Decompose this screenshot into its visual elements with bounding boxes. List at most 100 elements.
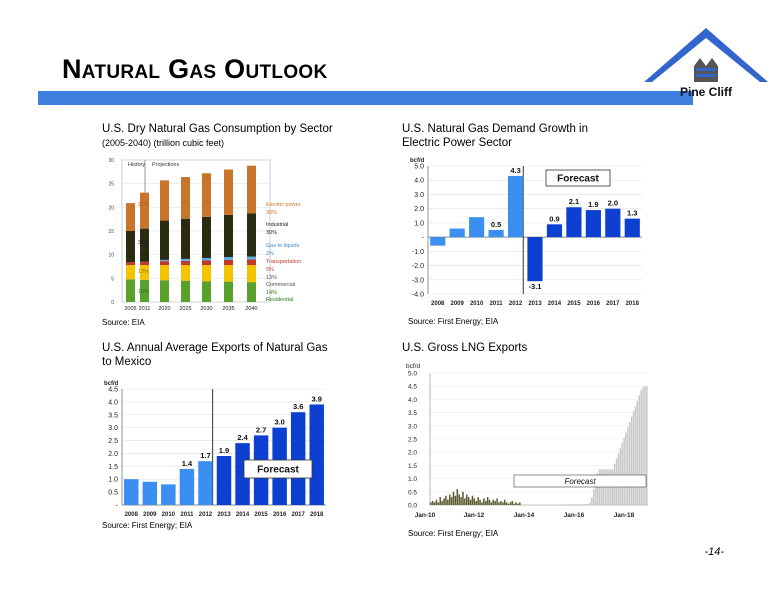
lng-bar (640, 390, 642, 505)
lng-bar (596, 473, 599, 505)
x-tick-label: 2010 (162, 512, 176, 518)
y-tick-label: 2.5 (408, 437, 417, 444)
legend-label: Gas to liquids (266, 243, 300, 249)
power-demand-title-line2: Electric Power Sector (402, 137, 512, 149)
x-tick-label: 2016 (273, 512, 287, 518)
bar-2014 (235, 443, 250, 505)
y-tick-label: 2.5 (108, 438, 118, 445)
lng-bar (498, 502, 500, 505)
lng-bar (625, 432, 627, 505)
lng-bar (636, 400, 639, 505)
y-axis-unit: bcf/d (406, 363, 420, 370)
legend-label: Industrial (266, 222, 288, 228)
y-tick-label: 0.5 (408, 489, 417, 496)
annotation-transport-history: 8% (160, 261, 168, 267)
lng-bar (538, 504, 540, 505)
x-tick-label: 2017 (292, 512, 306, 518)
lng-bar (483, 498, 485, 505)
x-tick-label: 2011 (139, 306, 151, 312)
lng-exports-chart: bcf/d5.0 4.5 4.0 3.5 3.0 2.5 2.0 1.5 1.0 0.5 0.0 Ja… (406, 363, 648, 519)
bar-segment-transportation (140, 261, 149, 266)
bar-2012 (198, 461, 213, 505)
y-tick-label: 20 (108, 205, 114, 211)
lng-bar (591, 497, 593, 505)
x-tick-label: Jan-18 (614, 512, 635, 519)
bar-segment-commercial (160, 265, 169, 281)
bar-2009 (142, 481, 158, 505)
data-label: 2.0 (608, 199, 618, 208)
lng-bar (581, 504, 584, 505)
lng-bar (515, 502, 517, 505)
lng-bar (524, 504, 527, 505)
bar-2014 (546, 224, 563, 238)
x-tick-label: 2008 (125, 512, 139, 518)
bar-segment-electric-power (224, 169, 233, 215)
lng-bar (568, 504, 570, 505)
lng-bar (479, 499, 481, 505)
bar-segment-industrial (126, 231, 135, 263)
bar-segment-electric-power (160, 180, 169, 221)
y-tick-label: 4.5 (408, 384, 417, 391)
lng-bar (555, 504, 557, 505)
data-label: 2.1 (569, 197, 579, 206)
lng-bar (551, 504, 553, 505)
lng-bar (634, 406, 637, 505)
lng-bar (560, 504, 563, 505)
lng-bar (574, 504, 576, 505)
data-label: 0.9 (549, 214, 559, 223)
bar-2008 (124, 479, 139, 505)
exports-source: Source: First Energy; EIA (102, 521, 193, 530)
x-tick-label: 2012 (199, 512, 213, 518)
data-label: 3.6 (293, 402, 303, 411)
lng-bar (519, 502, 521, 505)
bar-2013 (527, 237, 543, 282)
lng-bar (502, 502, 504, 505)
legend-label: 30% (266, 230, 277, 236)
x-tick-label: 2014 (548, 301, 562, 307)
bar-segment-transportation (160, 261, 169, 266)
data-label: -3.1 (529, 282, 542, 291)
lng-bar (435, 499, 438, 505)
bar-2010 (161, 484, 176, 505)
lng-bar (458, 494, 460, 505)
lng-bar (553, 504, 555, 505)
lng-bar (477, 497, 479, 505)
y-tick-label: -2.0 (412, 263, 424, 270)
exports-mexico-chart: bcf/d4.5 4.0 3.5 3.0 2.5 2.0 1.5 1.0 0.5 -2008 200… (104, 381, 326, 518)
lng-bar (467, 497, 470, 505)
lng-bar (570, 504, 572, 505)
annotation-industrial-history: 30% (138, 240, 149, 246)
bar-2011 (179, 468, 195, 505)
lng-bar (500, 501, 502, 505)
lng-bar (627, 427, 629, 505)
lng-bar (445, 495, 447, 505)
lng-bar (431, 501, 434, 505)
lng-bar (638, 395, 641, 505)
bar-segment-industrial (160, 220, 169, 260)
lng-bar (505, 502, 508, 505)
lng-bar (443, 498, 445, 505)
x-tick-label: 2013 (528, 301, 542, 307)
slide-title-text: Natural Gas Outlook (62, 54, 328, 84)
x-tick-label: Jan-16 (564, 512, 585, 519)
y-tick-label: 4.0 (414, 178, 424, 185)
legend-label: Commercial (266, 282, 295, 288)
data-label: 4.3 (510, 166, 520, 175)
bar-segment-electric-power (140, 192, 149, 229)
x-tick-label: 2005 (124, 306, 136, 312)
bar-segment-residential (126, 279, 135, 302)
y-tick-label: 1.0 (414, 220, 424, 227)
lng-bar (484, 501, 487, 505)
projections-label: Projections (152, 162, 179, 168)
lng-bar (623, 437, 625, 505)
y-tick-label: -4.0 (412, 292, 424, 299)
y-tick-label: 15 (108, 229, 114, 235)
lng-title: U.S. Gross LNG Exports (402, 342, 528, 354)
title-bar (38, 91, 693, 105)
y-tick-label: 0.5 (108, 490, 118, 497)
bar-segment-gas-to-liquids (160, 259, 169, 262)
legend-label: Electric power (266, 202, 301, 208)
y-tick-label: 0 (111, 300, 114, 306)
bar-2012 (507, 175, 524, 238)
bar-segment-electric-power (247, 165, 256, 214)
